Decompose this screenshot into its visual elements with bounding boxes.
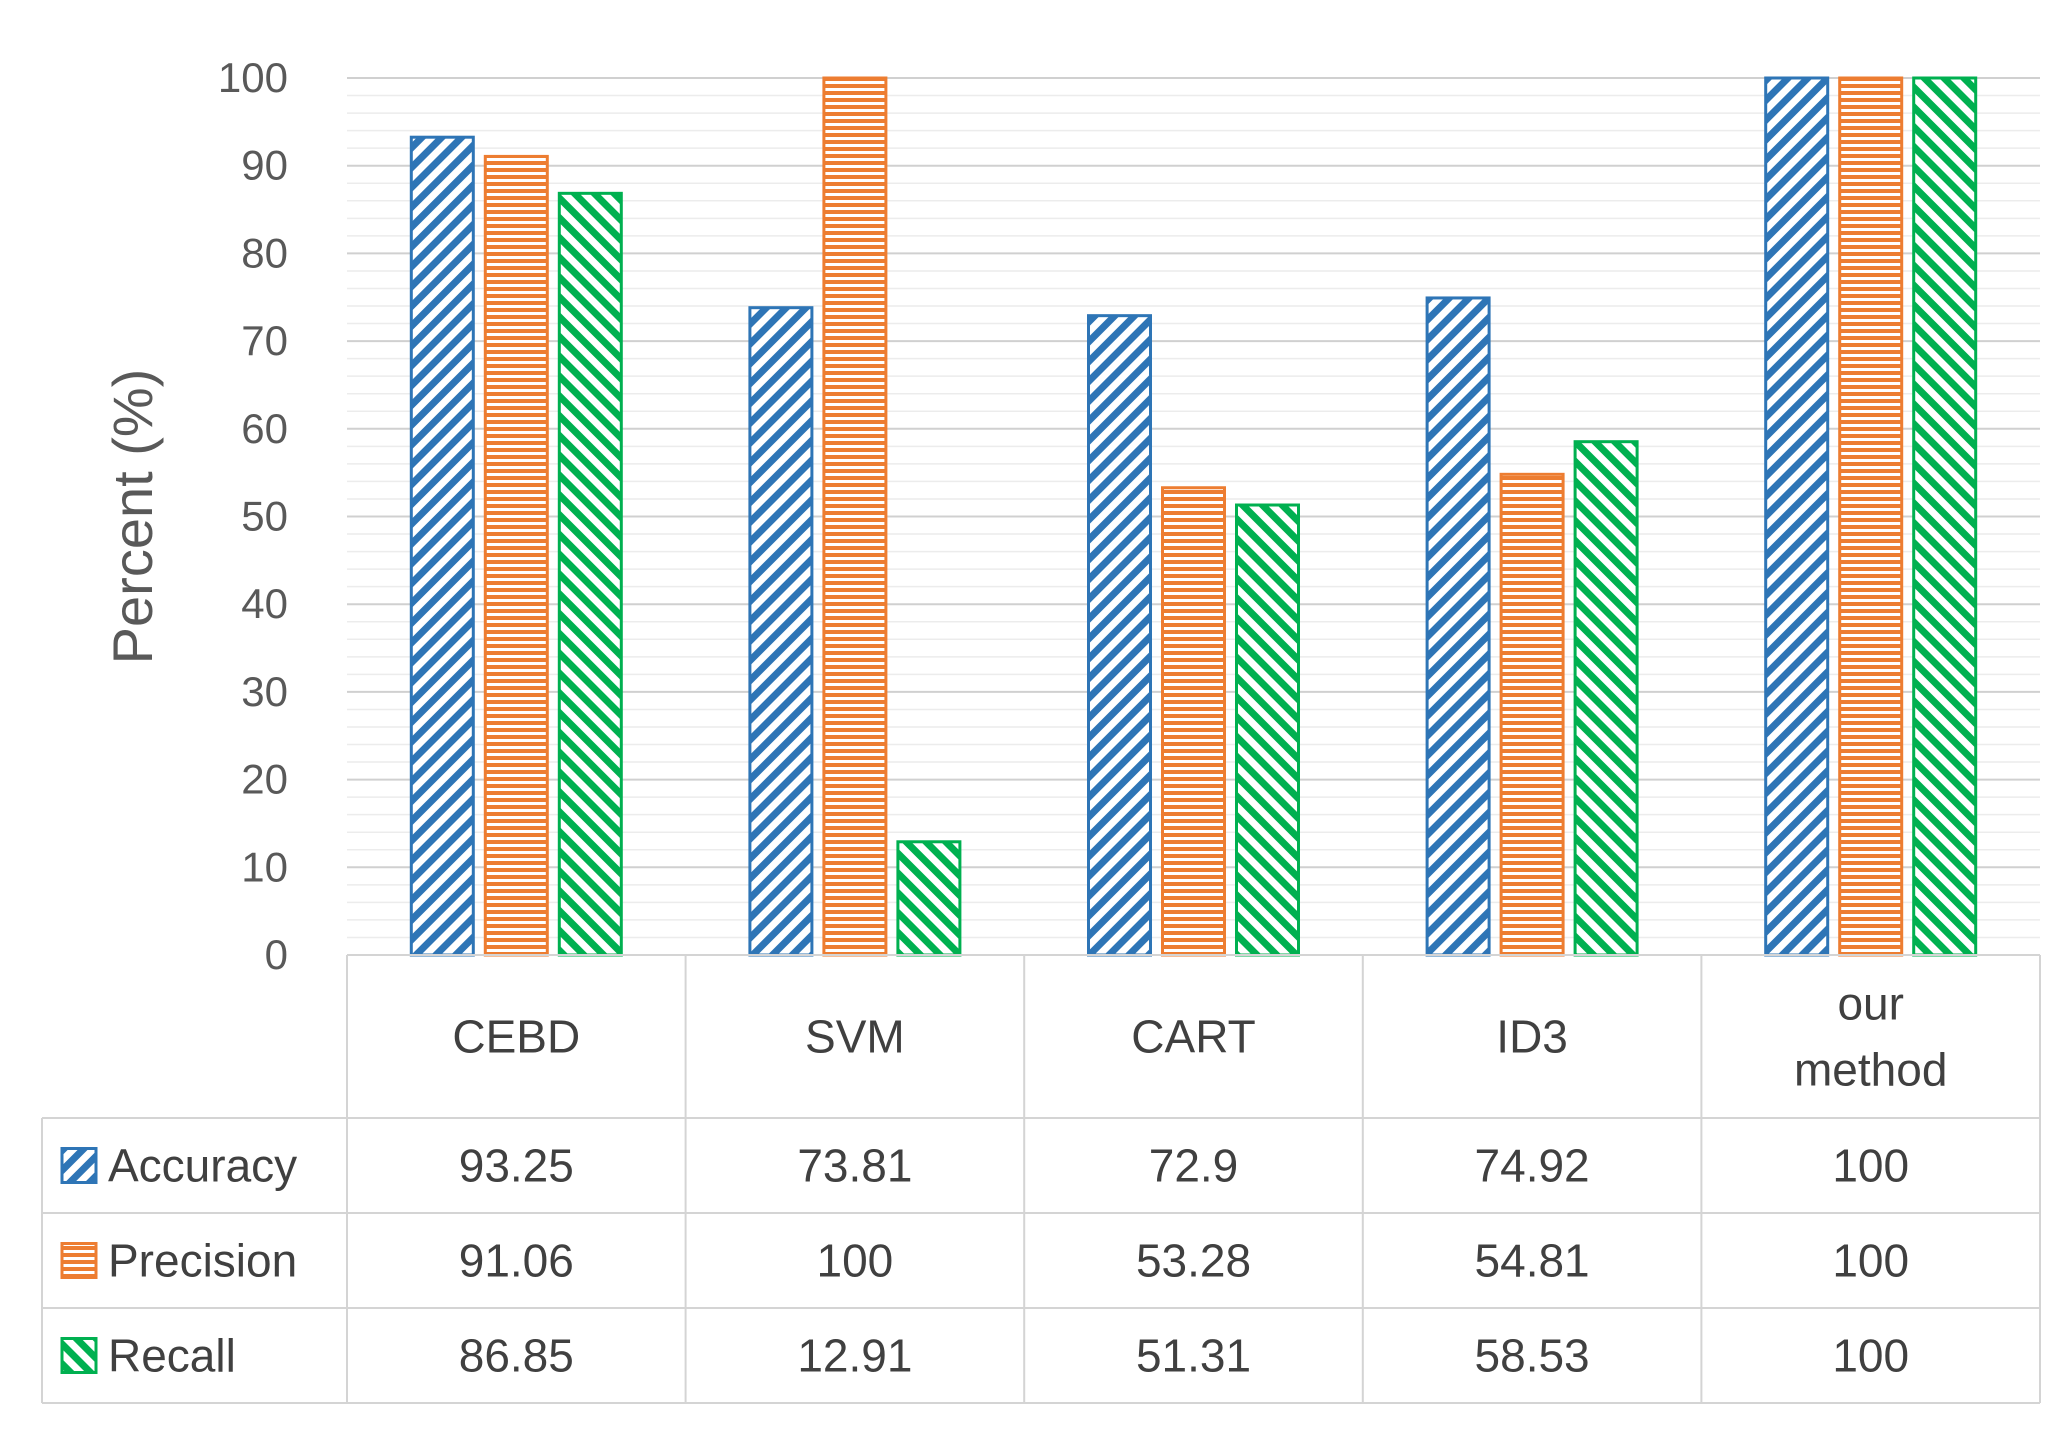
y-axis-ticks: 0 10 20 30 40 50 60 70 80 90 100 — [218, 54, 288, 978]
y-tick-label: 40 — [241, 580, 288, 627]
legend-label: Recall — [108, 1330, 236, 1382]
bar-precision — [1161, 486, 1226, 957]
data-label: 91.06 — [459, 1235, 574, 1287]
data-label: 51.31 — [1136, 1330, 1251, 1382]
data-label: 100 — [1832, 1140, 1909, 1192]
y-tick-label: 0 — [265, 931, 288, 978]
bar-precision — [1838, 76, 1904, 957]
bar-recall — [896, 840, 962, 957]
data-label: 100 — [817, 1235, 894, 1287]
bar-recall — [1235, 503, 1300, 957]
category-label: our — [1837, 978, 1903, 1030]
data-label: 72.9 — [1149, 1140, 1239, 1192]
bar-recall — [1573, 440, 1639, 957]
category-label: ID3 — [1496, 1011, 1568, 1063]
category-label: SVM — [805, 1011, 905, 1063]
bar-recall — [557, 191, 623, 957]
bar-accuracy — [1764, 76, 1830, 957]
bar-precision — [483, 154, 549, 957]
legend-label: Precision — [108, 1235, 297, 1287]
bar-precision — [1499, 472, 1565, 957]
bar-recall — [1912, 76, 1978, 957]
bar-accuracy — [1425, 296, 1491, 957]
y-tick-label: 10 — [241, 843, 288, 890]
y-tick-label: 70 — [241, 317, 288, 364]
bar-precision — [822, 76, 888, 957]
data-label: 93.25 — [459, 1140, 574, 1192]
data-label: 73.81 — [797, 1140, 912, 1192]
data-table: CEBD SVM CART ID3 our method Accuracy 93.25 73.8… — [41, 954, 2041, 1404]
y-tick-label: 30 — [241, 668, 288, 715]
data-label: 74.92 — [1475, 1140, 1590, 1192]
legend-key-recall — [60, 1337, 98, 1374]
data-label: 100 — [1832, 1235, 1909, 1287]
category-label: method — [1794, 1044, 1947, 1096]
legend-key-accuracy — [60, 1147, 98, 1184]
y-axis-title: Percent (%) — [101, 369, 164, 665]
y-tick-label: 60 — [241, 405, 288, 452]
data-label: 58.53 — [1475, 1330, 1590, 1382]
bar-accuracy — [1087, 314, 1152, 957]
y-tick-label: 50 — [241, 493, 288, 540]
legend-label: Accuracy — [108, 1140, 297, 1192]
data-label: 54.81 — [1475, 1235, 1590, 1287]
bars — [409, 76, 1978, 957]
legend-key-precision — [60, 1242, 98, 1279]
category-label: CEBD — [452, 1011, 580, 1063]
y-tick-label: 90 — [241, 142, 288, 189]
y-tick-label: 80 — [241, 229, 288, 276]
bar-accuracy — [409, 135, 475, 957]
y-tick-label: 20 — [241, 756, 288, 803]
data-label: 86.85 — [459, 1330, 574, 1382]
category-label: CART — [1131, 1011, 1255, 1063]
data-label: 100 — [1832, 1330, 1909, 1382]
data-label: 53.28 — [1136, 1235, 1251, 1287]
y-tick-label: 100 — [218, 54, 288, 101]
bar-accuracy — [748, 306, 814, 957]
data-label: 12.91 — [797, 1330, 912, 1382]
